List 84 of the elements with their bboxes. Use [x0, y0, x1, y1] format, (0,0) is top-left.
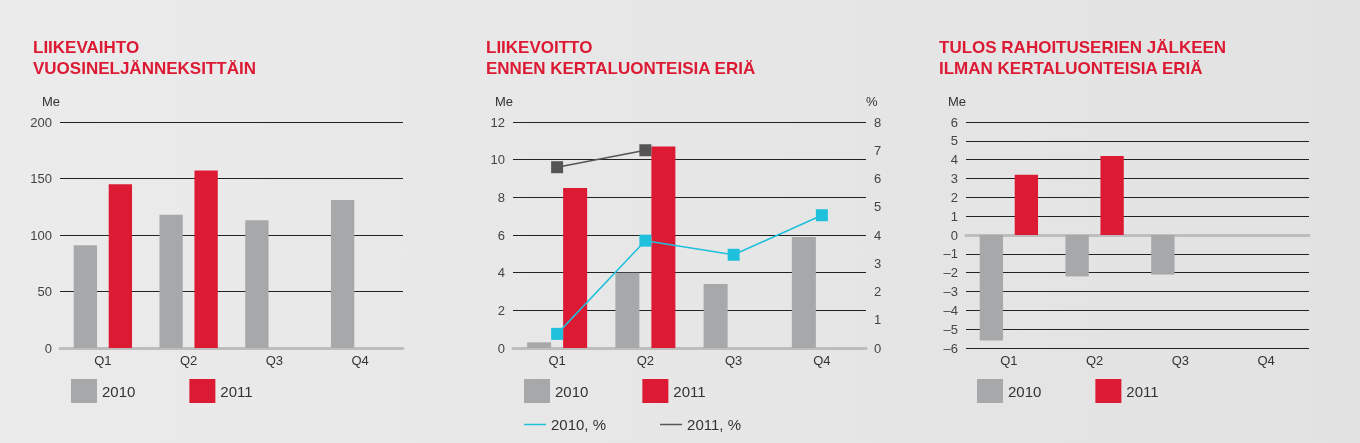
y2-tick-label: 1: [874, 312, 882, 328]
bar: [791, 236, 816, 348]
y-tick-label: 3: [950, 171, 958, 186]
y-tick-label: 5: [950, 133, 958, 149]
y-tick-label: 8: [497, 189, 505, 205]
legend-label: 2010: [555, 382, 589, 400]
y2-tick-label: 3: [874, 255, 882, 271]
y-tick-label: 10: [490, 152, 505, 168]
y-tick-label: 2: [950, 189, 958, 205]
bar: [108, 184, 133, 348]
bar: [194, 170, 218, 348]
x-tick-label: Q1: [548, 353, 566, 368]
y-tick-label: 1: [950, 208, 958, 224]
y-tick-label: 2: [497, 302, 505, 318]
y-tick-label: 4: [950, 152, 958, 168]
x-tick-label: Q1: [1000, 353, 1018, 368]
y-tick-label: 100: [30, 227, 52, 243]
bar: [159, 214, 183, 348]
y-tick-label: 150: [30, 171, 52, 186]
y-tick-label: 6: [950, 114, 958, 130]
point: [551, 161, 564, 174]
legend-label: 2011, %: [687, 416, 741, 433]
bar: [615, 272, 640, 348]
point: [551, 327, 564, 340]
legend-label: 2011: [1126, 382, 1159, 400]
y-axis-title: Me: [494, 94, 513, 109]
bar: [563, 187, 588, 348]
bar: [73, 245, 98, 348]
legend-label: 2010: [102, 382, 136, 400]
legend-label: 2010, %: [551, 416, 607, 433]
x-tick-label: Q4: [351, 353, 369, 368]
x-tick-label: Q3: [1171, 353, 1190, 368]
chart-title: LIIKEVOITTO ENNEN KERTALUONTEISIA ERIÄ: [486, 38, 756, 78]
legend-label: 2011: [673, 382, 706, 400]
chart-title: LIIKEVAIHTO VUOSINELJÄNNEKSITTÄIN: [33, 38, 256, 78]
legend-label: 2011: [220, 382, 253, 400]
x-tick-label: Q4: [1257, 353, 1275, 368]
y-tick-label: 4: [497, 265, 505, 281]
y2-tick-label: 6: [874, 171, 882, 186]
y-tick-label: 50: [37, 284, 52, 299]
y2-axis-title: %: [866, 94, 878, 109]
y-tick-label: 200: [30, 114, 52, 130]
bar: [703, 283, 728, 348]
y2-tick-label: 2: [874, 284, 882, 299]
x-tick-label: Q3: [265, 353, 284, 368]
y-axis-title: Me: [947, 94, 966, 109]
y-tick-label: –6: [943, 340, 958, 356]
bar: [1100, 155, 1124, 235]
chart-title: TULOS RAHOITUSERIEN JÄLKEEN ILMAN KERTALUONTEISIA ERIÄ: [939, 38, 1227, 78]
y2-tick-label: 5: [874, 199, 882, 215]
point: [639, 234, 652, 247]
bar: [527, 342, 552, 348]
bar: [245, 220, 269, 348]
y-tick-label: 0: [950, 227, 958, 243]
point: [639, 144, 652, 157]
y-tick-label: 0: [44, 340, 52, 356]
y-tick-label: 12: [490, 114, 505, 130]
bar: [651, 146, 676, 348]
x-tick-label: Q2: [636, 353, 655, 368]
y-tick-label: 6: [497, 227, 505, 243]
bar: [1151, 235, 1175, 275]
legend-label: 2010: [1008, 382, 1042, 400]
y2-tick-label: 0: [874, 340, 882, 356]
point: [727, 248, 740, 261]
y-tick-label: 0: [497, 340, 505, 356]
y-tick-label: –2: [943, 265, 958, 281]
y-tick-label: –4: [943, 302, 958, 318]
x-tick-label: Q3: [724, 353, 743, 368]
bar: [1065, 235, 1089, 277]
x-tick-label: Q2: [1085, 353, 1104, 368]
y-tick-label: –1: [943, 246, 958, 262]
y-axis-title: Me: [41, 94, 60, 109]
bar: [330, 199, 355, 348]
y-tick-label: –5: [943, 321, 958, 337]
y-tick-label: –3: [943, 284, 958, 299]
x-tick-label: Q4: [813, 353, 831, 368]
x-tick-label: Q1: [94, 353, 112, 368]
bar: [979, 235, 1004, 341]
x-tick-label: Q2: [179, 353, 198, 368]
y2-tick-label: 8: [874, 114, 882, 130]
y2-tick-label: 4: [874, 227, 882, 243]
point: [815, 209, 828, 222]
y2-tick-label: 7: [874, 142, 882, 158]
bar: [1014, 174, 1039, 235]
